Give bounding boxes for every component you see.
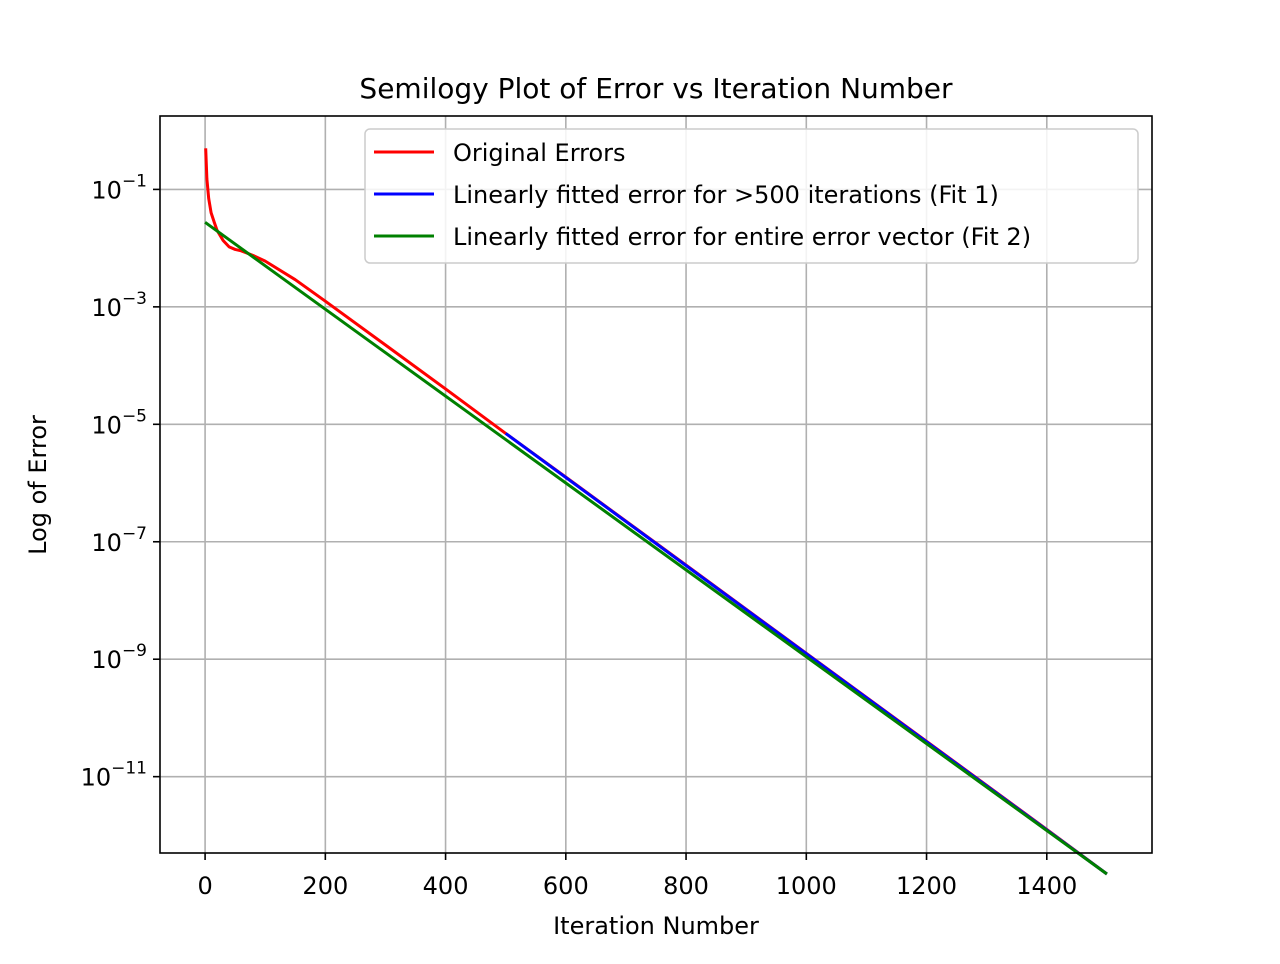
legend-label-fit-1: Linearly fitted error for >500 iteration…	[453, 181, 999, 209]
y-tick-label-base: 10	[91, 411, 122, 439]
y-tick-label-base: 10	[91, 646, 122, 674]
x-tick-label: 1000	[776, 872, 837, 900]
axis-ticks: 0 200 400 600 800 1000 1200 140010−110−310−510−…	[81, 171, 1078, 900]
y-tick-label-base: 10	[91, 176, 122, 204]
x-tick-label: 400	[423, 872, 469, 900]
y-tick-label-exponent: −7	[122, 524, 147, 544]
y-tick-label-base: 10	[91, 529, 122, 557]
plot-frame	[159, 115, 1153, 854]
y-tick-label-base: 10	[91, 294, 122, 322]
series-line-fit-2	[204, 221, 1108, 876]
y-tick-label-exponent: −5	[122, 406, 147, 426]
x-tick-label: 0	[197, 872, 212, 900]
y-axis-label: Log of Error	[24, 415, 52, 555]
y-tick-label-base: 10	[81, 764, 112, 792]
y-tick-label: 10−1	[91, 171, 147, 204]
y-tick-label-exponent: −11	[111, 759, 147, 779]
y-tick-label: 10−7	[91, 524, 147, 557]
y-tick-label-exponent: −1	[122, 171, 147, 191]
x-tick-label: 1400	[1016, 872, 1077, 900]
y-tick-label: 10−11	[81, 759, 147, 792]
legend-label-fit-2: Linearly fitted error for entire error v…	[453, 223, 1031, 251]
y-tick-label: 10−3	[91, 289, 147, 322]
legend-box	[364, 128, 1139, 264]
x-tick-label: 800	[663, 872, 709, 900]
x-tick-label: 1200	[896, 872, 957, 900]
legend-label-original-errors: Original Errors	[453, 139, 626, 167]
x-axis-label: Iteration Number	[553, 912, 759, 940]
x-tick-label: 200	[302, 872, 348, 900]
y-tick-label: 10−5	[91, 406, 147, 439]
y-tick-label-exponent: −9	[122, 641, 147, 661]
y-tick-label-exponent: −3	[122, 289, 147, 309]
legend: Original Errors Linearly fitted error fo…	[364, 128, 1139, 264]
y-tick-label: 10−9	[91, 641, 147, 674]
series-lines	[204, 148, 1108, 876]
chart-title: Semilogy Plot of Error vs Iteration Numb…	[359, 72, 953, 105]
x-tick-label: 600	[543, 872, 589, 900]
